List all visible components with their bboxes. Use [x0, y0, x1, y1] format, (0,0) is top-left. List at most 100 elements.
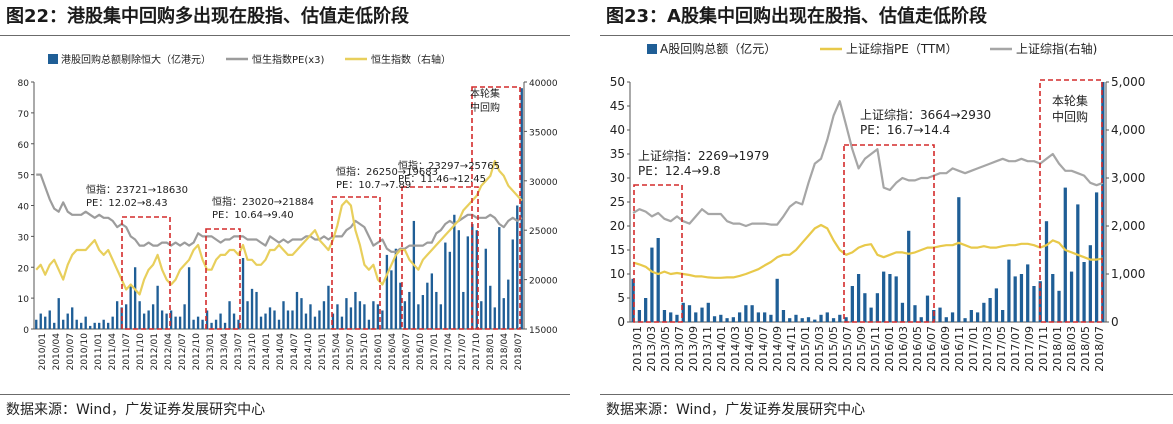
left-tick-label: 30: [18, 233, 30, 243]
x-tick-label: 2014/09: [771, 326, 784, 372]
x-tick-label: 2012/10: [192, 333, 202, 371]
buyback-bar: [944, 317, 948, 322]
buyback-bar: [844, 317, 848, 322]
buyback-bar: [318, 310, 321, 329]
buyback-bar: [850, 286, 854, 322]
buyback-bar: [102, 319, 105, 329]
right-tick-label: 25000: [529, 227, 558, 237]
buyback-bar: [381, 310, 384, 329]
left-tick-label: 20: [18, 264, 30, 274]
buyback-bar: [439, 304, 443, 329]
buyback-bar: [1094, 192, 1099, 322]
buyback-bar: [44, 316, 47, 329]
buyback-bar: [869, 307, 873, 322]
figure-23-chart: A股回购总额（亿元） 上证综指PE（TTM） 上证综指(右轴) 0 5 10 15 20 25 3…: [610, 41, 1146, 372]
x-tick-label: 2013/01: [206, 333, 216, 370]
buyback-bar: [963, 318, 967, 322]
buyback-bar: [712, 316, 717, 322]
index-line: [632, 100, 1104, 228]
buyback-bar: [313, 316, 317, 329]
buyback-bar: [35, 319, 38, 329]
left-tick-label: 0: [23, 326, 29, 336]
left-tick-label: 20: [610, 219, 625, 233]
buyback-bar: [89, 325, 92, 329]
x-tick-label: 2015/07: [346, 333, 356, 370]
annotation-pe: PE：11.46→12.45: [398, 174, 486, 185]
left-tick-label: 40: [18, 203, 30, 213]
x-tick-label: 2017/05: [995, 326, 1008, 372]
buyback-bar: [336, 304, 339, 329]
buyback-bar: [756, 312, 761, 322]
right-tick-label: 1,000: [1111, 267, 1145, 281]
buyback-bar: [489, 285, 492, 329]
buyback-bar: [246, 301, 249, 329]
x-tick-label: 2015/10: [360, 333, 370, 371]
highlight-box: [633, 184, 683, 323]
buyback-bar: [295, 291, 299, 329]
buyback-bar: [794, 314, 798, 322]
buyback-bar: [210, 322, 213, 329]
buyback-bar: [471, 224, 474, 329]
buyback-bar: [731, 317, 735, 322]
buyback-bar: [831, 318, 836, 322]
x-tick-label: 2017/01: [430, 333, 440, 370]
buyback-bar: [426, 282, 429, 329]
buyback-bar: [863, 293, 867, 322]
x-tick-label: 2014/01: [715, 326, 728, 372]
buyback-bar: [1063, 187, 1067, 322]
buyback-bar: [687, 305, 692, 322]
index-line: [35, 159, 523, 296]
x-tick-label: 2015/01: [799, 326, 812, 372]
x-tick-label: 2011/10: [136, 333, 146, 371]
right-tick-label: 20000: [529, 277, 558, 287]
buyback-bar: [669, 312, 673, 322]
buyback-bar: [282, 301, 285, 329]
buyback-bar: [480, 301, 483, 329]
legend-bar-swatch: [647, 44, 657, 54]
x-tick-label: 2018/07: [1093, 326, 1106, 372]
x-tick-label: 2016/01: [374, 333, 384, 370]
buyback-bar: [675, 314, 679, 322]
x-tick-label: 2017/07: [1009, 326, 1022, 372]
buyback-bar: [201, 319, 204, 329]
buyback-bar: [48, 310, 51, 329]
buyback-bar: [255, 291, 258, 329]
x-tick-label: 2016/07: [402, 333, 412, 370]
buyback-bar: [372, 301, 375, 329]
annotation-pe: PE：12.02→8.43: [86, 198, 168, 209]
left-tick-label: 10: [18, 295, 30, 305]
buyback-bar: [975, 312, 980, 322]
pe-line: [36, 173, 523, 253]
buyback-bar: [484, 248, 487, 329]
buyback-bar: [875, 293, 880, 322]
buyback-bar: [788, 318, 792, 322]
x-tick-label: 2014/11: [785, 326, 798, 372]
legend-label: 恒生指数（右轴）: [371, 53, 451, 66]
buyback-bar: [800, 318, 804, 322]
annotation-pe: PE：12.4→9.8: [638, 164, 721, 178]
buyback-bar: [169, 310, 173, 329]
buyback-bar: [273, 310, 276, 329]
buyback-bar: [466, 236, 469, 329]
buyback-bar: [394, 248, 398, 329]
buyback-bar: [147, 310, 150, 329]
buyback-bar: [408, 291, 411, 329]
buyback-bar: [129, 285, 132, 329]
buyback-bar: [277, 319, 281, 329]
buyback-bar: [268, 307, 272, 329]
buyback-bar: [493, 307, 496, 329]
buyback-bar: [988, 298, 992, 322]
buyback-bar: [838, 314, 842, 322]
buyback-bar: [737, 312, 742, 322]
x-tick-label: 2013/01: [631, 326, 644, 372]
buyback-bar: [806, 317, 811, 322]
buyback-bar: [241, 257, 245, 329]
buyback-bar: [107, 322, 110, 329]
buyback-bar: [662, 310, 667, 322]
x-tick-label: 2013/11: [701, 326, 714, 372]
figure-22-panel: 图22：港股集中回购多出现在股指、估值走低阶段 港股回购总额剔除恒大（亿港元） 恒…: [0, 0, 570, 424]
buyback-bar: [412, 220, 416, 329]
left-tick-label: 80: [18, 79, 30, 89]
buyback-bar: [637, 310, 642, 322]
annotation-index: 恒指：23297→25765: [398, 159, 500, 172]
